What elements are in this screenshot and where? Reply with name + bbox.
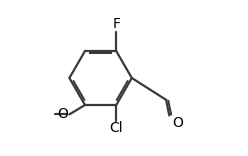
Text: O: O xyxy=(172,116,183,130)
Text: O: O xyxy=(58,107,69,121)
Text: Cl: Cl xyxy=(109,121,123,135)
Text: F: F xyxy=(112,17,120,32)
